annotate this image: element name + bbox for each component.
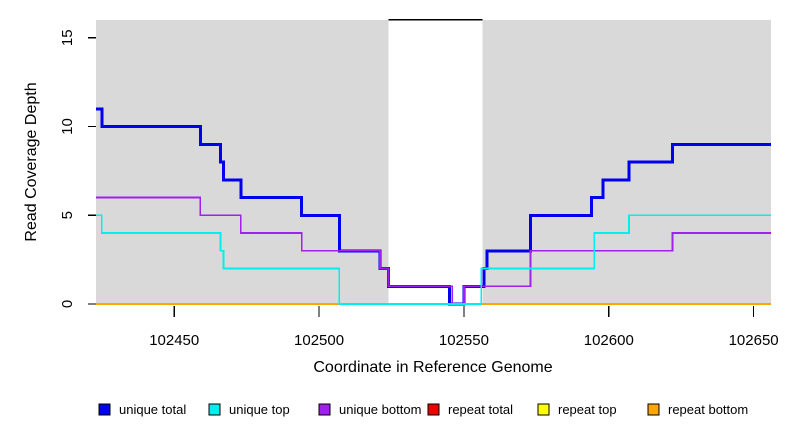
series-line-unique-bottom [96,196,771,305]
x-tick-label: 102450 [149,332,199,349]
y-axis-title: Read Coverage Depth [23,82,40,241]
legend-label: repeat bottom [668,402,748,417]
legend-label: unique top [229,402,290,417]
legend-swatch-unique-total [98,403,111,416]
x-tick-label: 102500 [294,332,344,349]
legend-swatch-unique-top [208,403,221,416]
legend-label: unique bottom [339,402,421,417]
x-tick-label: 102550 [439,332,489,349]
y-tick-label: 0 [59,300,76,308]
axes: 102450 102500 102550 102600 102650 0 5 10 15 [59,29,779,349]
uncovered-region-band [388,20,483,304]
legend-item-repeat-top: repeat top [537,402,617,417]
y-tick-label: 5 [59,211,76,219]
series-line-unique-top [96,214,771,305]
legend-item-unique-top: unique top [208,402,290,417]
y-tick-label: 10 [59,118,76,135]
legend-label: repeat total [448,402,513,417]
legend-label: repeat top [558,402,617,417]
legend: unique total unique top unique bottom repea… [98,402,748,417]
legend-label: unique total [119,402,186,417]
legend-item-repeat-total: repeat total [427,402,513,417]
legend-swatch-repeat-total [427,403,440,416]
x-axis-title: Coordinate in Reference Genome [313,359,552,376]
legend-swatch-repeat-bottom [647,403,660,416]
x-tick-label: 102600 [584,332,634,349]
legend-item-repeat-bottom: repeat bottom [647,402,748,417]
legend-swatch-repeat-top [537,403,550,416]
y-tick-label: 15 [59,29,76,46]
series-lines [96,107,771,306]
x-tick-label: 102650 [729,332,779,349]
legend-item-unique-total: unique total [98,402,186,417]
legend-swatch-unique-bottom [318,403,331,416]
legend-item-unique-bottom: unique bottom [318,402,421,417]
